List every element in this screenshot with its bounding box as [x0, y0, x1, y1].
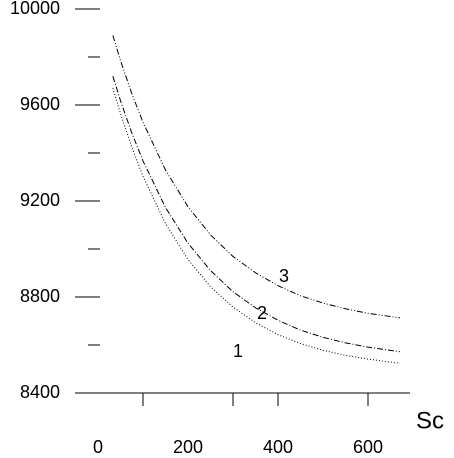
x-tick-label: 0 — [93, 437, 103, 457]
series-line — [112, 88, 401, 364]
x-axis-label: Sc — [416, 407, 444, 434]
x-tick-label: 200 — [173, 437, 203, 457]
y-tick-label: 8800 — [20, 286, 60, 306]
y-tick-label: 10000 — [10, 0, 60, 18]
x-tick-label: 400 — [263, 437, 293, 457]
y-tick-label: 9600 — [20, 94, 60, 114]
y-tick-label: 9200 — [20, 190, 60, 210]
series-line — [112, 35, 401, 319]
series-label: 1 — [233, 341, 243, 361]
series-label: 2 — [257, 303, 267, 323]
series-line — [112, 76, 401, 353]
series-label: 3 — [279, 266, 289, 286]
y-tick-label: 8400 — [20, 382, 60, 402]
x-tick-label: 600 — [353, 437, 383, 457]
